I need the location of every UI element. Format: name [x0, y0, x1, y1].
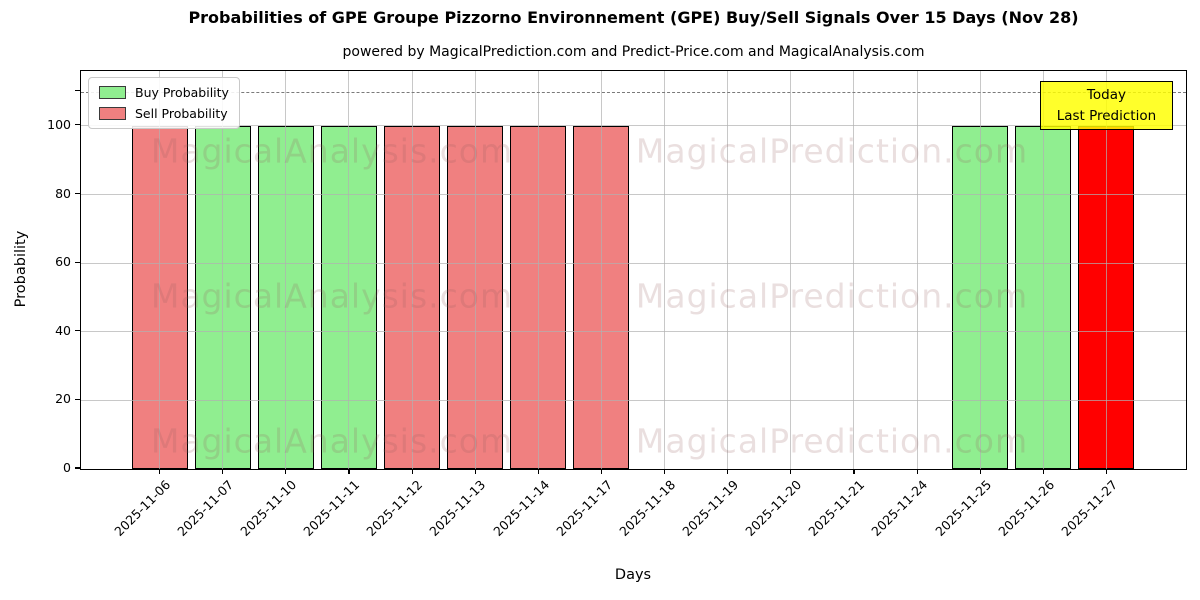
- y-tick-mark: [75, 192, 80, 195]
- x-tick-label-text: 2025-11-07: [174, 477, 237, 539]
- vertical-gridline: [411, 71, 413, 469]
- x-tick-mark: [979, 469, 981, 474]
- horizontal-gridline: [81, 262, 1186, 264]
- y-tick-mark: [75, 261, 80, 263]
- vertical-gridline: [853, 71, 855, 469]
- watermark-layer: MagicalAnalysis.com MagicalPrediction.com…: [81, 71, 1186, 469]
- vertical-gridline: [222, 71, 224, 469]
- today-annotation-line2: Last Prediction: [1056, 108, 1157, 124]
- x-tick-mark: [853, 469, 855, 474]
- sell-swatch-icon: [99, 107, 126, 120]
- x-tick-label-text: 2025-11-26: [994, 477, 1057, 539]
- horizontal-gridline: [81, 399, 1186, 401]
- y-tick-mark: [75, 330, 80, 332]
- plot-area: MagicalAnalysis.com MagicalPrediction.com…: [80, 70, 1187, 470]
- vertical-gridline: [537, 71, 539, 469]
- vertical-gridline: [348, 71, 350, 469]
- x-tick-label-text: 2025-11-24: [868, 477, 931, 539]
- x-tick-label-text: 2025-11-17: [553, 477, 616, 539]
- vertical-gridline: [790, 71, 792, 469]
- x-tick-mark: [411, 469, 413, 474]
- watermark-text: MagicalAnalysis.com: [150, 421, 514, 461]
- grid-layer: [81, 71, 1186, 469]
- chart-subtitle: powered by MagicalPrediction.com and Pre…: [342, 44, 925, 60]
- threshold-dashed-line: [81, 91, 1186, 93]
- x-tick-label-text: 2025-11-25: [931, 477, 994, 539]
- x-tick-label-text: 2025-11-12: [363, 477, 426, 539]
- x-tick-label-text: 2025-11-11: [300, 477, 363, 539]
- x-tick-mark: [1105, 469, 1108, 474]
- x-tick-mark: [1042, 469, 1044, 474]
- vertical-gridline: [285, 71, 287, 469]
- chart-title: Probabilities of GPE Groupe Pizzorno Env…: [188, 8, 1079, 27]
- legend: Buy Probability Sell Probability: [88, 77, 240, 129]
- vertical-gridline: [1105, 71, 1107, 469]
- legend-item-sell: Sell Probability: [99, 106, 229, 121]
- y-tick-mark: [75, 467, 80, 469]
- x-tick-label-text: 2025-11-27: [1058, 477, 1121, 539]
- vertical-gridline: [159, 71, 160, 469]
- vertical-gridline: [664, 71, 666, 469]
- vertical-gridline: [1042, 71, 1044, 469]
- vertical-gridline: [727, 71, 729, 469]
- y-tick-label: 100: [47, 116, 71, 132]
- y-tick-mark-minor: [75, 89, 80, 92]
- legend-item-buy: Buy Probability: [99, 85, 229, 100]
- watermark-text: MagicalAnalysis.com: [150, 276, 514, 316]
- x-tick-mark: [159, 469, 161, 474]
- x-tick-mark: [537, 469, 539, 474]
- x-tick-mark: [348, 469, 350, 474]
- x-tick-mark: [285, 469, 287, 474]
- y-tick-mark: [75, 398, 80, 400]
- x-tick-mark: [600, 469, 603, 474]
- x-tick-label-text: 2025-11-20: [742, 477, 805, 539]
- x-axis-label: Days: [614, 567, 652, 583]
- y-tick-label: 0: [63, 460, 71, 475]
- horizontal-gridline: [81, 194, 1186, 196]
- y-tick-label: 20: [55, 391, 71, 407]
- y-tick-label: 60: [55, 254, 71, 270]
- vertical-gridline: [600, 71, 602, 469]
- x-tick-mark: [727, 469, 729, 474]
- x-tick-label-text: 2025-11-13: [426, 477, 489, 539]
- x-tick-label-text: 2025-11-10: [237, 477, 300, 539]
- today-annotation: Today Last Prediction: [1039, 81, 1173, 130]
- y-tick-label: 40: [55, 322, 71, 338]
- watermark-text: MagicalAnalysis.com: [150, 131, 514, 171]
- horizontal-gridline: [81, 125, 1186, 127]
- vertical-gridline: [979, 71, 981, 469]
- watermark-text: MagicalPrediction.com: [635, 276, 1029, 316]
- y-tick-mark: [75, 124, 80, 126]
- vertical-gridline: [916, 71, 918, 469]
- x-tick-mark: [664, 469, 666, 474]
- x-tick-label-text: 2025-11-21: [805, 477, 868, 539]
- watermark-text: MagicalPrediction.com: [635, 131, 1029, 171]
- x-tick-label-text: 2025-11-14: [489, 477, 552, 539]
- legend-label-buy: Buy Probability: [135, 85, 229, 100]
- x-tick-mark: [790, 469, 792, 474]
- watermark-text: MagicalPrediction.com: [635, 421, 1029, 461]
- x-tick-mark: [916, 469, 918, 474]
- x-tick-mark: [222, 469, 224, 474]
- buy-swatch-icon: [99, 86, 126, 99]
- horizontal-gridline: [81, 331, 1186, 333]
- x-tick-label-text: 2025-11-19: [679, 477, 742, 539]
- today-annotation-line1: Today: [1086, 87, 1126, 103]
- x-tick-label-text: 2025-11-06: [111, 477, 174, 539]
- x-tick-label-text: 2025-11-18: [616, 477, 679, 539]
- vertical-gridline: [474, 71, 476, 469]
- legend-label-sell: Sell Probability: [135, 106, 228, 121]
- y-tick-label: 80: [55, 185, 71, 201]
- x-tick-mark: [474, 469, 476, 474]
